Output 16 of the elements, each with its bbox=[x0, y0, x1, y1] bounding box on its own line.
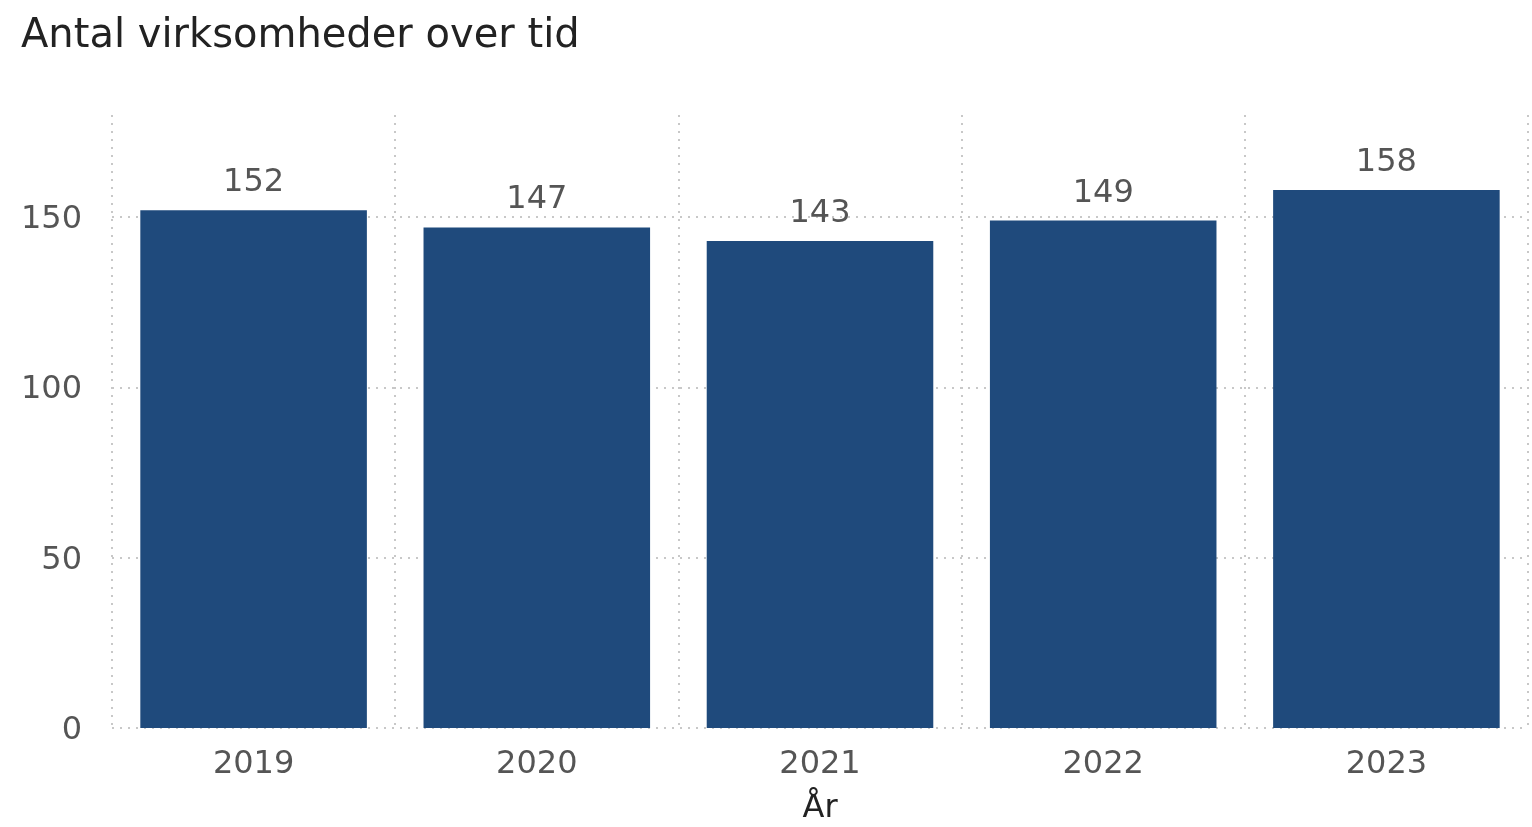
x-tick-label: 2021 bbox=[779, 743, 861, 781]
data-label: 158 bbox=[1355, 140, 1417, 179]
data-label: 152 bbox=[223, 161, 285, 200]
y-tick-label: 100 bbox=[20, 368, 82, 407]
data-label: 147 bbox=[506, 178, 568, 217]
x-axis-title: År bbox=[802, 787, 839, 825]
y-tick-label: 0 bbox=[61, 709, 82, 747]
x-tick-label: 2022 bbox=[1062, 743, 1144, 781]
data-label: 149 bbox=[1072, 171, 1134, 210]
y-tick-label: 150 bbox=[20, 198, 82, 237]
data-label: 143 bbox=[789, 192, 851, 231]
y-tick-label: 50 bbox=[41, 538, 82, 577]
x-tick-label: 2023 bbox=[1345, 743, 1428, 781]
x-tick-label: 2020 bbox=[496, 743, 578, 781]
x-tick-label: 2019 bbox=[212, 743, 295, 781]
chart-title: Antal virksomheder over tid bbox=[21, 10, 580, 56]
